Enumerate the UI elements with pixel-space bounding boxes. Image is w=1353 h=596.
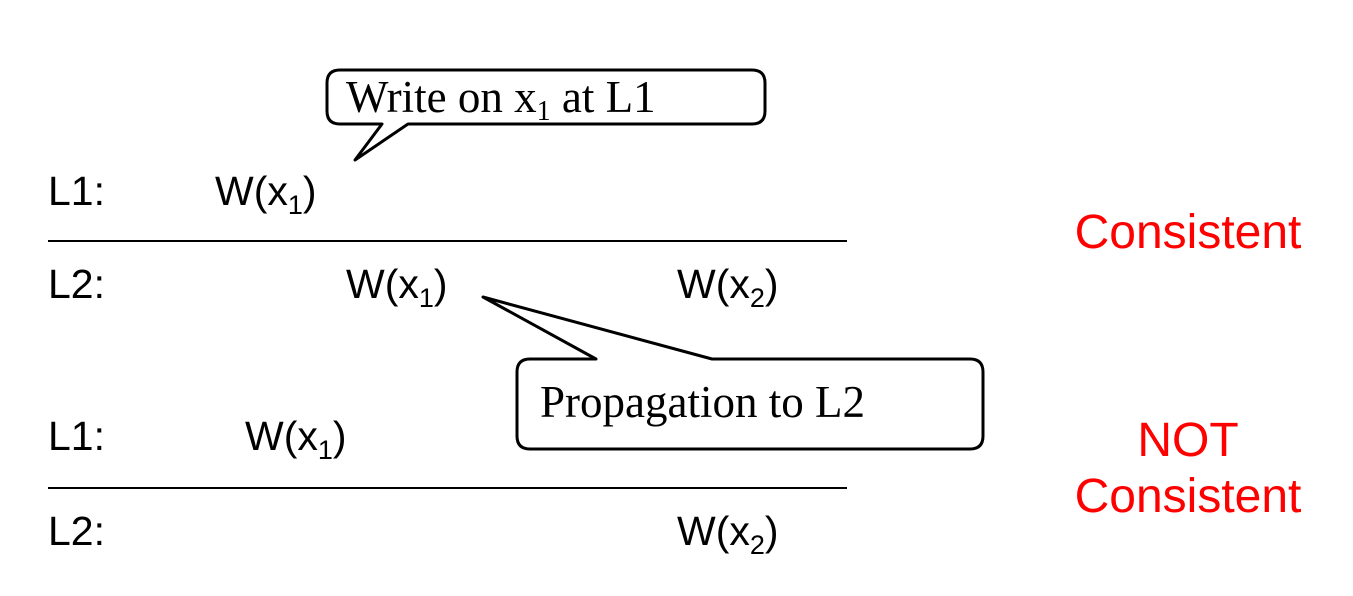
propagation-callout-bubble <box>481 295 985 451</box>
scenario-not-consistent: L1: W(x1) L2: W(x2) NOT Consistent <box>48 413 1301 560</box>
propagation-callout-text: Propagation to L2 <box>540 377 865 427</box>
verdict-label: NOT <box>1137 414 1238 467</box>
verdict-label: Consistent <box>1075 206 1302 259</box>
write-event: W(x2) <box>677 508 779 560</box>
write-event: W(x1) <box>245 413 347 465</box>
timeline-label-l2: L2: <box>48 508 105 554</box>
timeline-label-l1: L1: <box>48 168 105 214</box>
timeline-label-l1: L1: <box>48 413 105 459</box>
write-event: W(x1) <box>215 168 317 220</box>
write-callout-bubble <box>325 68 767 162</box>
verdict-label: Consistent <box>1075 470 1302 523</box>
timeline-label-l2: L2: <box>48 261 105 307</box>
write-event: W(x1) <box>346 261 448 313</box>
scenario-consistent: L1: W(x1) L2: W(x1) W(x2) Consistent <box>48 168 1301 313</box>
write-event: W(x2) <box>677 261 779 313</box>
write-callout-text: Write on x1 at L1 <box>346 72 656 127</box>
